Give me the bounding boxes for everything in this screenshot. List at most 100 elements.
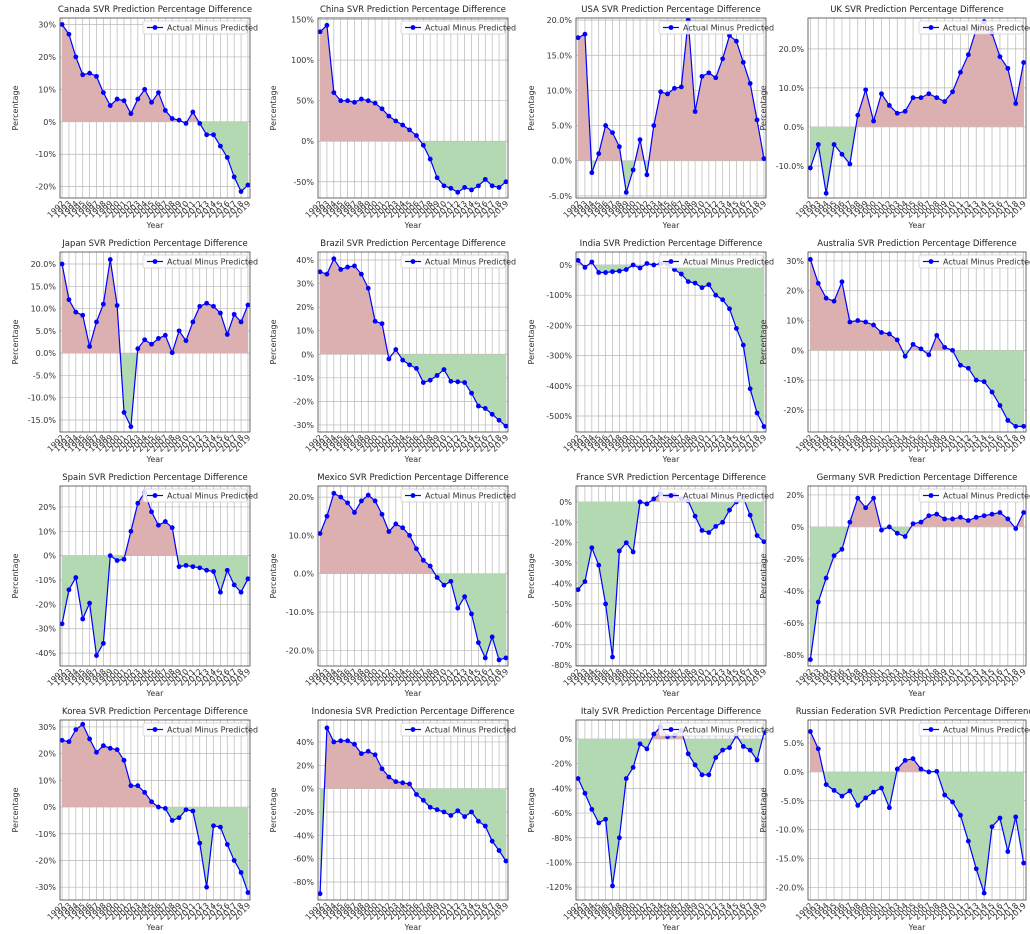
data-point bbox=[352, 263, 357, 269]
data-point bbox=[894, 530, 900, 536]
data-point bbox=[66, 587, 72, 593]
y-tick-label: -80% bbox=[293, 878, 314, 887]
data-point bbox=[902, 757, 908, 763]
data-point bbox=[231, 174, 237, 180]
data-line bbox=[61, 259, 249, 429]
data-point bbox=[582, 790, 588, 796]
data-point bbox=[831, 553, 837, 559]
y-tick-label: 10.0% bbox=[289, 531, 315, 540]
data-point bbox=[407, 362, 412, 368]
data-point bbox=[496, 417, 502, 423]
data-point bbox=[462, 814, 468, 820]
data-point bbox=[365, 748, 371, 754]
y-tick-label: -20% bbox=[783, 555, 804, 564]
chart-title: Australia SVR Prediction Percentage Diff… bbox=[817, 239, 1016, 249]
y-tick-label: 40% bbox=[296, 256, 314, 265]
data-line bbox=[809, 259, 1024, 427]
data-point bbox=[482, 823, 488, 829]
y-axis-label: Percentage bbox=[527, 319, 536, 364]
data-point bbox=[331, 256, 337, 262]
x-axis-label: Year bbox=[908, 221, 927, 230]
y-tick-label: 20% bbox=[296, 761, 314, 770]
data-point bbox=[114, 558, 120, 563]
legend-box bbox=[918, 254, 1024, 269]
y-tick-label: 0.0% bbox=[36, 349, 57, 358]
y-tick-label: -120% bbox=[546, 883, 572, 892]
data-point bbox=[393, 521, 399, 527]
data-point bbox=[121, 409, 127, 415]
data-point bbox=[217, 143, 223, 149]
data-point bbox=[338, 267, 344, 272]
plot-frame bbox=[317, 485, 509, 667]
data-point bbox=[747, 512, 753, 518]
data-point bbox=[338, 494, 344, 500]
y-tick-label: -60% bbox=[293, 855, 314, 864]
data-point bbox=[204, 300, 210, 306]
data-point bbox=[489, 838, 495, 844]
subplot: Spain SVR Prediction Percentage Differen… bbox=[11, 473, 258, 698]
legend-box bbox=[400, 722, 506, 737]
data-point bbox=[496, 848, 502, 853]
data-point bbox=[469, 809, 474, 815]
data-point bbox=[197, 121, 203, 126]
data-point bbox=[871, 495, 876, 501]
data-point bbox=[372, 498, 378, 504]
negative-area bbox=[158, 807, 248, 893]
data-point bbox=[87, 70, 93, 76]
data-point bbox=[839, 279, 845, 285]
data-point bbox=[894, 766, 900, 772]
data-point bbox=[644, 261, 650, 266]
data-point bbox=[94, 73, 99, 79]
y-tick-label: 0% bbox=[43, 803, 56, 812]
y-tick-label: -60% bbox=[551, 809, 572, 818]
y-axis-label: Percentage bbox=[527, 787, 536, 832]
data-point bbox=[747, 386, 753, 392]
y-tick-label: -10.0% bbox=[776, 826, 805, 835]
x-axis-label: Year bbox=[908, 455, 927, 464]
plot-frame bbox=[317, 17, 509, 199]
data-point bbox=[149, 799, 154, 805]
y-tick-label: -40% bbox=[551, 784, 572, 793]
y-tick-label: -30% bbox=[551, 559, 572, 568]
data-point bbox=[1021, 860, 1026, 866]
legend-label: Actual Minus Predicted bbox=[943, 726, 1030, 735]
data-point bbox=[651, 731, 657, 737]
data-point bbox=[603, 816, 609, 822]
data-point bbox=[950, 89, 955, 95]
legend-box bbox=[658, 20, 764, 35]
data-point bbox=[324, 271, 330, 277]
y-tick-label: -100% bbox=[546, 291, 572, 300]
y-tick-label: -5.0% bbox=[33, 371, 57, 380]
data-point bbox=[358, 751, 364, 757]
data-point bbox=[630, 549, 636, 555]
x-axis-label: Year bbox=[662, 221, 681, 230]
data-point bbox=[934, 95, 940, 101]
data-point bbox=[107, 553, 113, 559]
data-point bbox=[400, 780, 406, 786]
legend-box bbox=[658, 488, 764, 503]
data-point bbox=[651, 262, 657, 268]
data-point bbox=[942, 516, 948, 522]
negative-area bbox=[578, 264, 764, 427]
data-point bbox=[651, 496, 657, 502]
positive-area bbox=[320, 727, 506, 789]
data-point bbox=[692, 513, 698, 519]
data-point bbox=[448, 578, 454, 584]
data-point bbox=[183, 807, 189, 813]
data-point bbox=[831, 142, 837, 147]
y-tick-label: 0% bbox=[301, 350, 314, 359]
data-point bbox=[66, 297, 72, 303]
plot-frame bbox=[807, 719, 1027, 901]
legend-box bbox=[918, 722, 1024, 737]
y-axis-label: Percentage bbox=[269, 553, 278, 598]
data-point bbox=[815, 142, 821, 147]
data-point bbox=[981, 890, 987, 896]
y-tick-label: 0% bbox=[791, 523, 804, 532]
data-point bbox=[482, 406, 488, 411]
legend-box bbox=[142, 254, 248, 269]
data-point bbox=[482, 176, 488, 182]
data-point bbox=[926, 513, 932, 519]
data-point bbox=[318, 29, 323, 35]
y-tick-label: -10.0% bbox=[286, 608, 315, 617]
chart-title: Japan SVR Prediction Percentage Differen… bbox=[61, 239, 248, 249]
